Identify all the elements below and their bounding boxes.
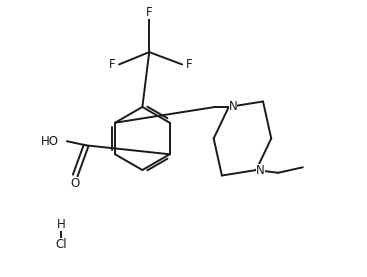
Text: N: N: [256, 163, 265, 176]
Text: H: H: [57, 218, 66, 231]
Text: F: F: [109, 58, 116, 71]
Text: HO: HO: [41, 135, 59, 148]
Text: F: F: [186, 58, 192, 71]
Text: O: O: [70, 177, 80, 190]
Text: Cl: Cl: [56, 238, 67, 251]
Text: F: F: [146, 6, 153, 19]
Text: N: N: [229, 101, 237, 114]
